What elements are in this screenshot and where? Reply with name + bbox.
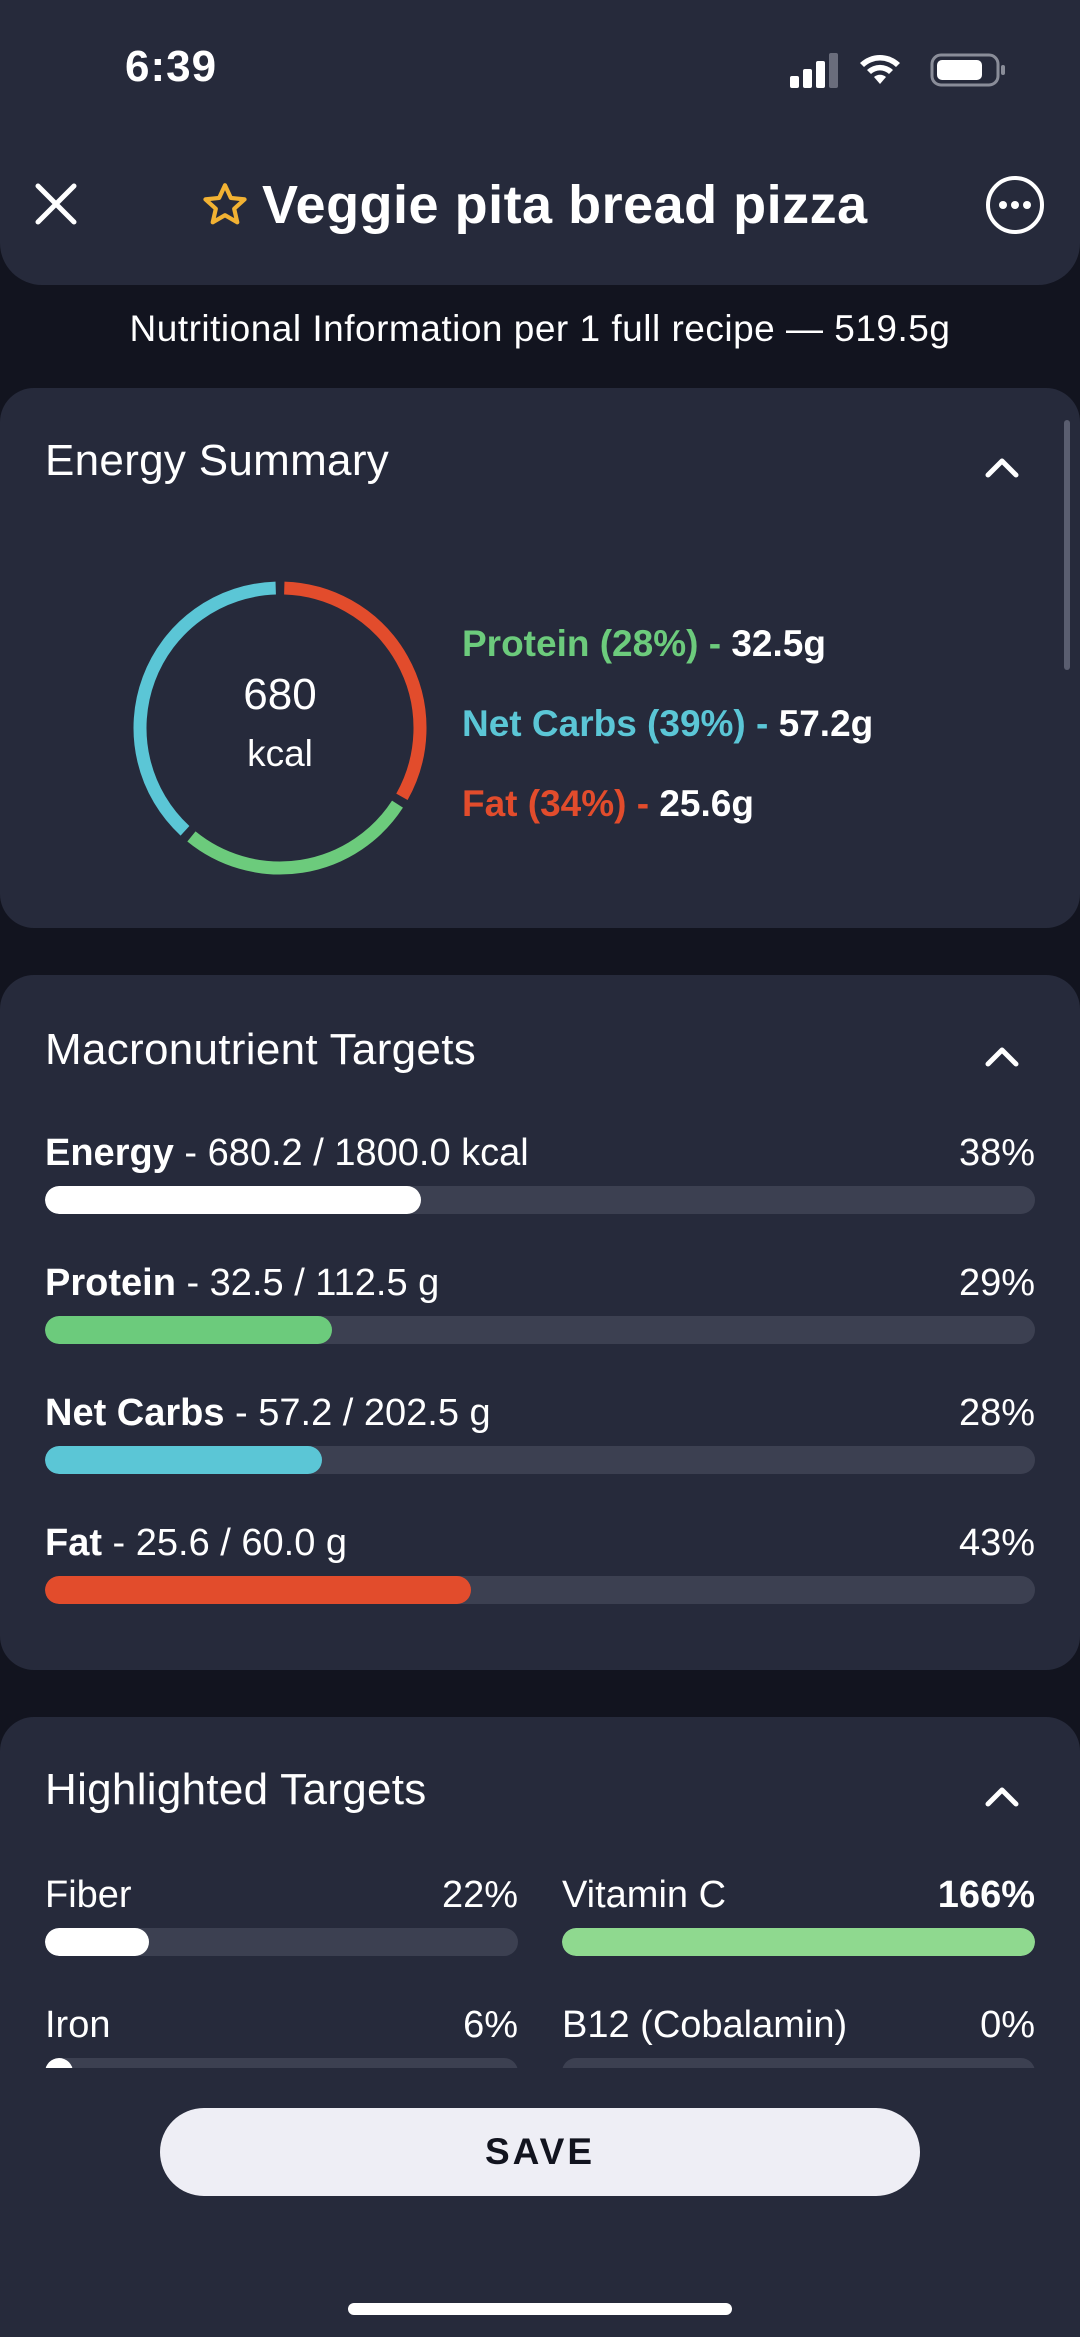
wifi-icon [860, 55, 900, 84]
legend-protein: Protein (28%) - 32.5g [462, 623, 826, 665]
fat-progress-fill [45, 1576, 471, 1604]
vitamin-c-label: Vitamin C [562, 1874, 727, 1916]
cellular-signal-icon [790, 53, 838, 88]
donut-center: 680 kcal [125, 573, 435, 883]
close-button[interactable] [30, 178, 82, 230]
net-carbs-target-label: Net Carbs - 57.2 / 202.5 g [45, 1392, 491, 1434]
battery-icon [930, 53, 1005, 87]
fiber-progress-bar [45, 1928, 518, 1956]
kcal-unit: kcal [247, 733, 313, 774]
legend-net-carbs-amount: 57.2g [778, 703, 874, 744]
energy-target-percent: 38% [958, 1132, 1035, 1174]
fiber-percent: 22% [441, 1874, 518, 1916]
status-time: 6:39 [125, 42, 218, 91]
header: Veggie pita bread pizza [0, 150, 1080, 285]
legend-protein-amount: 32.5g [731, 623, 826, 664]
energy-target-row[interactable]: Energy - 680.2 / 1800.0 kcal 38% [45, 1132, 1035, 1214]
legend-fat-label: Fat (34%) - [462, 783, 650, 824]
kcal-value: 680 [243, 670, 317, 719]
energy-donut-chart [133, 581, 427, 875]
iron-label: Iron [45, 2004, 111, 2046]
legend-net-carbs: Net Carbs (39%) - 57.2g [462, 703, 873, 745]
fat-progress-bar [45, 1576, 1035, 1604]
vitamin-c-progress-bar [562, 1928, 1035, 1956]
fiber-target[interactable]: Fiber 22% [45, 1874, 518, 1956]
b12-target[interactable]: B12 (Cobalamin) 0% [562, 2004, 1035, 2086]
highlighted-targets-card: Highlighted Targets Fiber 22% Vitamin C … [0, 1717, 1080, 2117]
fat-target-label: Fat - 25.6 / 60.0 g [45, 1522, 348, 1564]
fiber-label: Fiber [45, 1874, 132, 1916]
save-button[interactable]: SAVE [160, 2108, 920, 2196]
page-title: Veggie pita bread pizza [262, 175, 868, 235]
home-indicator[interactable] [348, 2303, 732, 2315]
chevron-up-icon[interactable] [982, 453, 1022, 481]
nutrition-basis: Nutritional Information per 1 full recip… [129, 308, 951, 349]
b12-percent: 0% [980, 2004, 1035, 2046]
scrollbar[interactable] [1064, 420, 1070, 670]
vitamin-c-progress-fill [562, 1928, 1035, 1956]
protein-progress-fill [45, 1316, 333, 1344]
more-options-button[interactable] [984, 174, 1046, 236]
fiber-progress-fill [45, 1928, 150, 1956]
highlighted-targets-title: Highlighted Targets [45, 1765, 427, 1814]
chevron-up-icon[interactable] [982, 1042, 1022, 1070]
close-icon [35, 183, 77, 225]
protein-target-label: Protein - 32.5 / 112.5 g [45, 1262, 440, 1304]
iron-target[interactable]: Iron 6% [45, 2004, 518, 2086]
fat-arc [284, 581, 427, 800]
vitamin-c-target[interactable]: Vitamin C 166% [562, 1874, 1035, 1956]
energy-summary-card: Energy Summary 680 kcal Protein (28%) - … [0, 388, 1080, 928]
macronutrient-targets-card: Macronutrient Targets Energy - 680.2 / 1… [0, 975, 1080, 1670]
legend-protein-label: Protein (28%) - [462, 623, 722, 664]
protein-arc [187, 800, 403, 875]
legend-fat: Fat (34%) - 25.6g [462, 783, 754, 825]
chevron-up-icon[interactable] [982, 1782, 1022, 1810]
net-carbs-target-percent: 28% [958, 1392, 1035, 1434]
energy-target-label: Energy - 680.2 / 1800.0 kcal [45, 1132, 529, 1174]
b12-label: B12 (Cobalamin) [562, 2004, 848, 2046]
protein-progress-bar [45, 1316, 1035, 1344]
fat-target-percent: 43% [958, 1522, 1035, 1564]
bottom-action-panel: SAVE [0, 2068, 1080, 2337]
status-bar: 6:39 [0, 0, 1080, 150]
fat-target-row[interactable]: Fat - 25.6 / 60.0 g 43% [45, 1522, 1035, 1604]
energy-progress-bar [45, 1186, 1035, 1214]
more-icon [986, 176, 1044, 234]
macro-targets-title: Macronutrient Targets [45, 1025, 477, 1074]
protein-target-percent: 29% [958, 1262, 1035, 1304]
net-carbs-progress-fill [45, 1446, 323, 1474]
iron-percent: 6% [463, 2004, 518, 2046]
title-wrap: Veggie pita bread pizza [200, 170, 868, 240]
net-carbs-target-row[interactable]: Net Carbs - 57.2 / 202.5 g 28% [45, 1392, 1035, 1474]
vitamin-c-percent: 166% [937, 1874, 1035, 1916]
net-carbs-arc [133, 581, 276, 836]
energy-summary-title: Energy Summary [45, 436, 390, 485]
legend-fat-amount: 25.6g [659, 783, 754, 824]
energy-progress-fill [45, 1186, 422, 1214]
status-icons [790, 50, 1010, 95]
net-carbs-progress-bar [45, 1446, 1035, 1474]
star-icon[interactable] [200, 180, 250, 230]
legend-net-carbs-label: Net Carbs (39%) - [462, 703, 769, 744]
protein-target-row[interactable]: Protein - 32.5 / 112.5 g 29% [45, 1262, 1035, 1344]
